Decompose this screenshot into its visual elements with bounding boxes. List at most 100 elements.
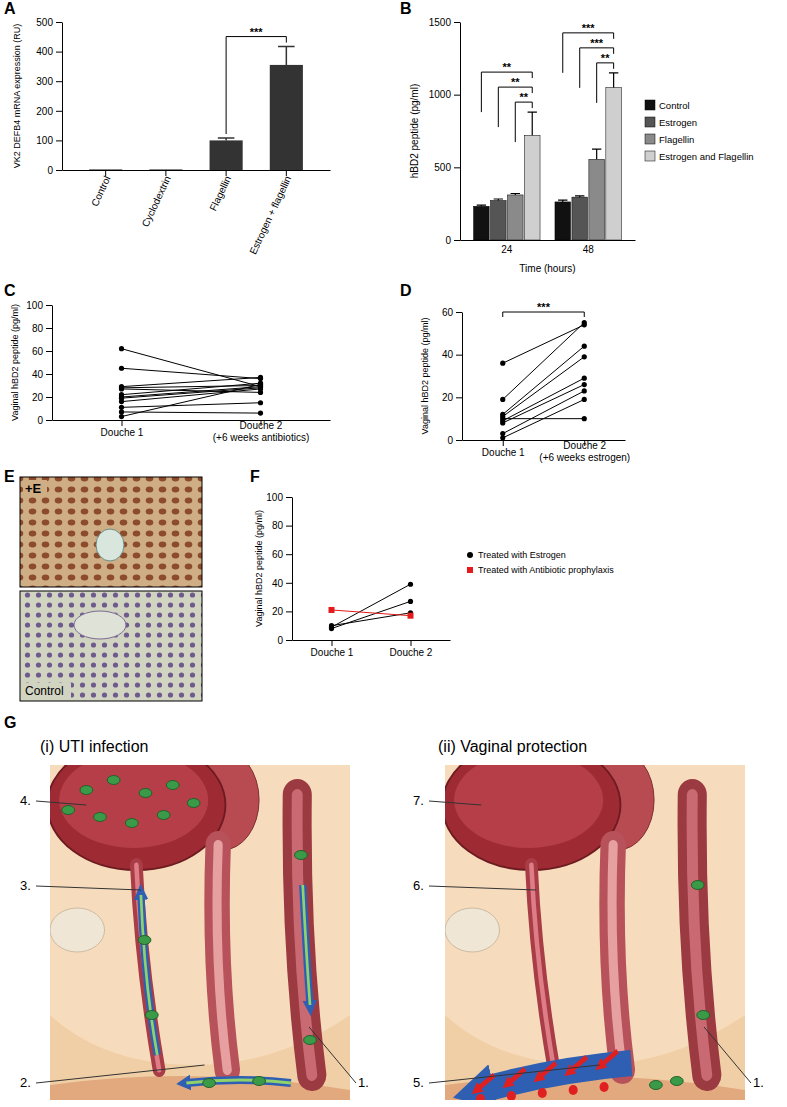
label-bg [23,683,71,698]
bacterium [80,786,93,795]
tick-label: 200 [36,106,53,117]
significance-bracket [515,102,532,142]
red-arrow [570,1057,586,1071]
tick-mark [226,170,227,176]
bacterium [304,1036,317,1045]
tick-mark [286,497,292,498]
bacterium [187,799,200,808]
y-axis: 0204060 [442,307,463,446]
point [582,354,587,359]
tick: 60 [442,307,462,318]
anatomy-label: 6. [413,878,424,893]
bacterium [94,813,107,822]
bar [507,195,523,240]
point [500,435,505,440]
arrow [303,885,310,1005]
pair-line [122,386,261,388]
tick: 0 [47,165,62,176]
legend-item: Control [645,100,690,111]
tick-label: 300 [36,76,53,87]
tick: 20 [442,392,462,403]
tick: 0 [445,235,460,246]
leader-line [429,1065,600,1083]
tick-mark [456,397,462,398]
bar [89,169,122,170]
point [500,420,505,425]
panel-label: G [4,714,16,731]
arrow [141,895,157,1055]
legend-swatch [645,100,655,110]
red-dot [538,1088,547,1098]
x-axis: Douche 1Douche 2 [293,640,451,658]
tick-label: 0 [37,415,43,426]
tick: 20 [32,392,52,403]
pair-line [122,403,261,408]
arrow-core [141,895,157,1055]
tick-mark [456,440,462,441]
tick: 80 [32,323,52,334]
anatomy-label: 2. [20,1075,31,1090]
anatomy [445,765,745,1100]
bacterium [107,776,120,785]
red-dot [600,1082,609,1092]
point [258,386,263,391]
bladder [445,765,620,870]
bacterium [139,789,152,798]
red-dot [569,1085,578,1095]
significance-label: ** [601,52,610,64]
legend-label: Treated with Estrogen [478,550,566,560]
tick-label: Douche 2(+6 weeks antibiotics) [213,420,309,443]
tick: 500 [36,17,62,28]
y-axis-title: hBD2 peptide (pg/ml) [409,84,420,179]
tick-label: Douche 1 [311,647,354,658]
point [119,405,124,410]
tick: 60 [272,549,292,560]
tick-label: 60 [272,549,284,560]
tick: 40 [32,369,52,380]
tick-mark [286,640,292,641]
point [582,344,587,349]
panel-label: C [4,282,16,299]
figure: A0100200300400500ControlCyclodextrinFlag… [0,0,787,1107]
y-axis-title: Vaginal hBD2 peptide (pg/ml) [10,304,20,421]
urethra-lumen [136,865,159,1070]
legend-label: Estrogen and Flagellin [659,151,754,162]
point [500,397,505,402]
tick-label: 0 [447,435,453,446]
significance: *** [226,26,286,134]
pair-line [503,378,585,421]
tick-label: 60 [32,346,44,357]
error-bar [218,138,235,140]
bacterium [295,851,308,860]
pair-line [122,384,261,416]
bacterium [138,936,151,945]
bone [445,908,500,952]
tick-label: 500 [36,17,53,28]
vagina [217,845,227,1070]
tick: Douche 1 [482,440,525,458]
vagina-lumen [612,845,622,1070]
y-axis: 0 20 40 60 80 100 [26,300,52,426]
anatomy-label: 3. [20,878,31,893]
point [119,366,124,371]
bar [524,135,540,240]
axis-line [52,306,53,421]
tick: Control [89,170,113,208]
x-axis: Douche 1Douche 2(+6 weeks antibiotics) [53,420,331,443]
significance-label: *** [250,26,264,38]
rectum [297,795,312,1075]
bladder-lumen [454,765,603,848]
panel-label: F [250,468,260,485]
anatomy-diagram [50,765,350,1100]
plot-area [119,346,263,419]
tick-mark [454,22,460,23]
bar [491,200,507,240]
bar [589,159,605,240]
legend-label: Estrogen [659,117,697,128]
significance-label: ** [519,91,528,103]
tick-mark [46,328,52,329]
tick: 100 [26,300,52,311]
significance: *** [503,301,585,317]
x-axis-title: Time (hours) [519,263,575,274]
arrow [186,1080,291,1083]
